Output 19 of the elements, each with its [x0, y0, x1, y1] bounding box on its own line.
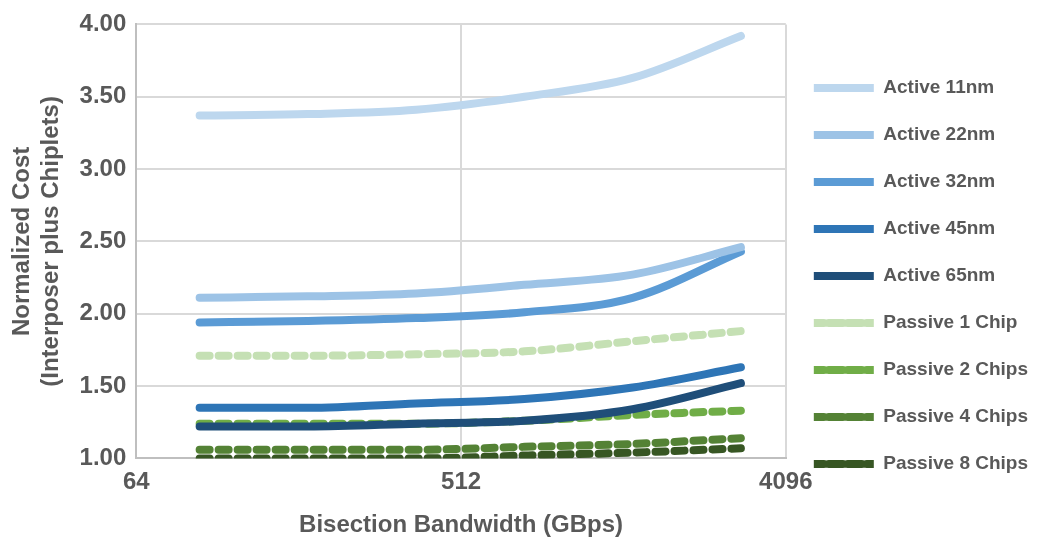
legend-label: Active 22nm	[883, 123, 996, 145]
x-tick-label: 4096	[759, 467, 813, 495]
legend-label: Passive 4 Chips	[883, 405, 1029, 427]
legend-label: Active 65nm	[883, 264, 996, 286]
legend-label: Active 45nm	[883, 217, 996, 239]
legend-label: Active 32nm	[883, 170, 996, 192]
legend-label: Passive 1 Chip	[883, 311, 1018, 333]
y-axis-title: Normalized Cost (Interposer plus Chiplets)	[7, 96, 63, 387]
legend-label: Passive 2 Chips	[883, 358, 1029, 380]
legend-label: Active 11nm	[883, 76, 995, 98]
y-tick-label: 3.50	[79, 81, 127, 109]
y-tick-label: 4.00	[79, 9, 127, 37]
y-tick-label: 1.50	[79, 370, 127, 398]
legend-label: Passive 8 Chips	[883, 452, 1029, 474]
y-tick-label: 3.00	[79, 153, 127, 181]
y-tick-label: 2.50	[79, 226, 127, 254]
x-tick-label: 512	[441, 467, 482, 495]
x-axis-title: Bisection Bandwidth (GBps)	[299, 510, 624, 538]
y-tick-label: 2.00	[79, 298, 127, 326]
